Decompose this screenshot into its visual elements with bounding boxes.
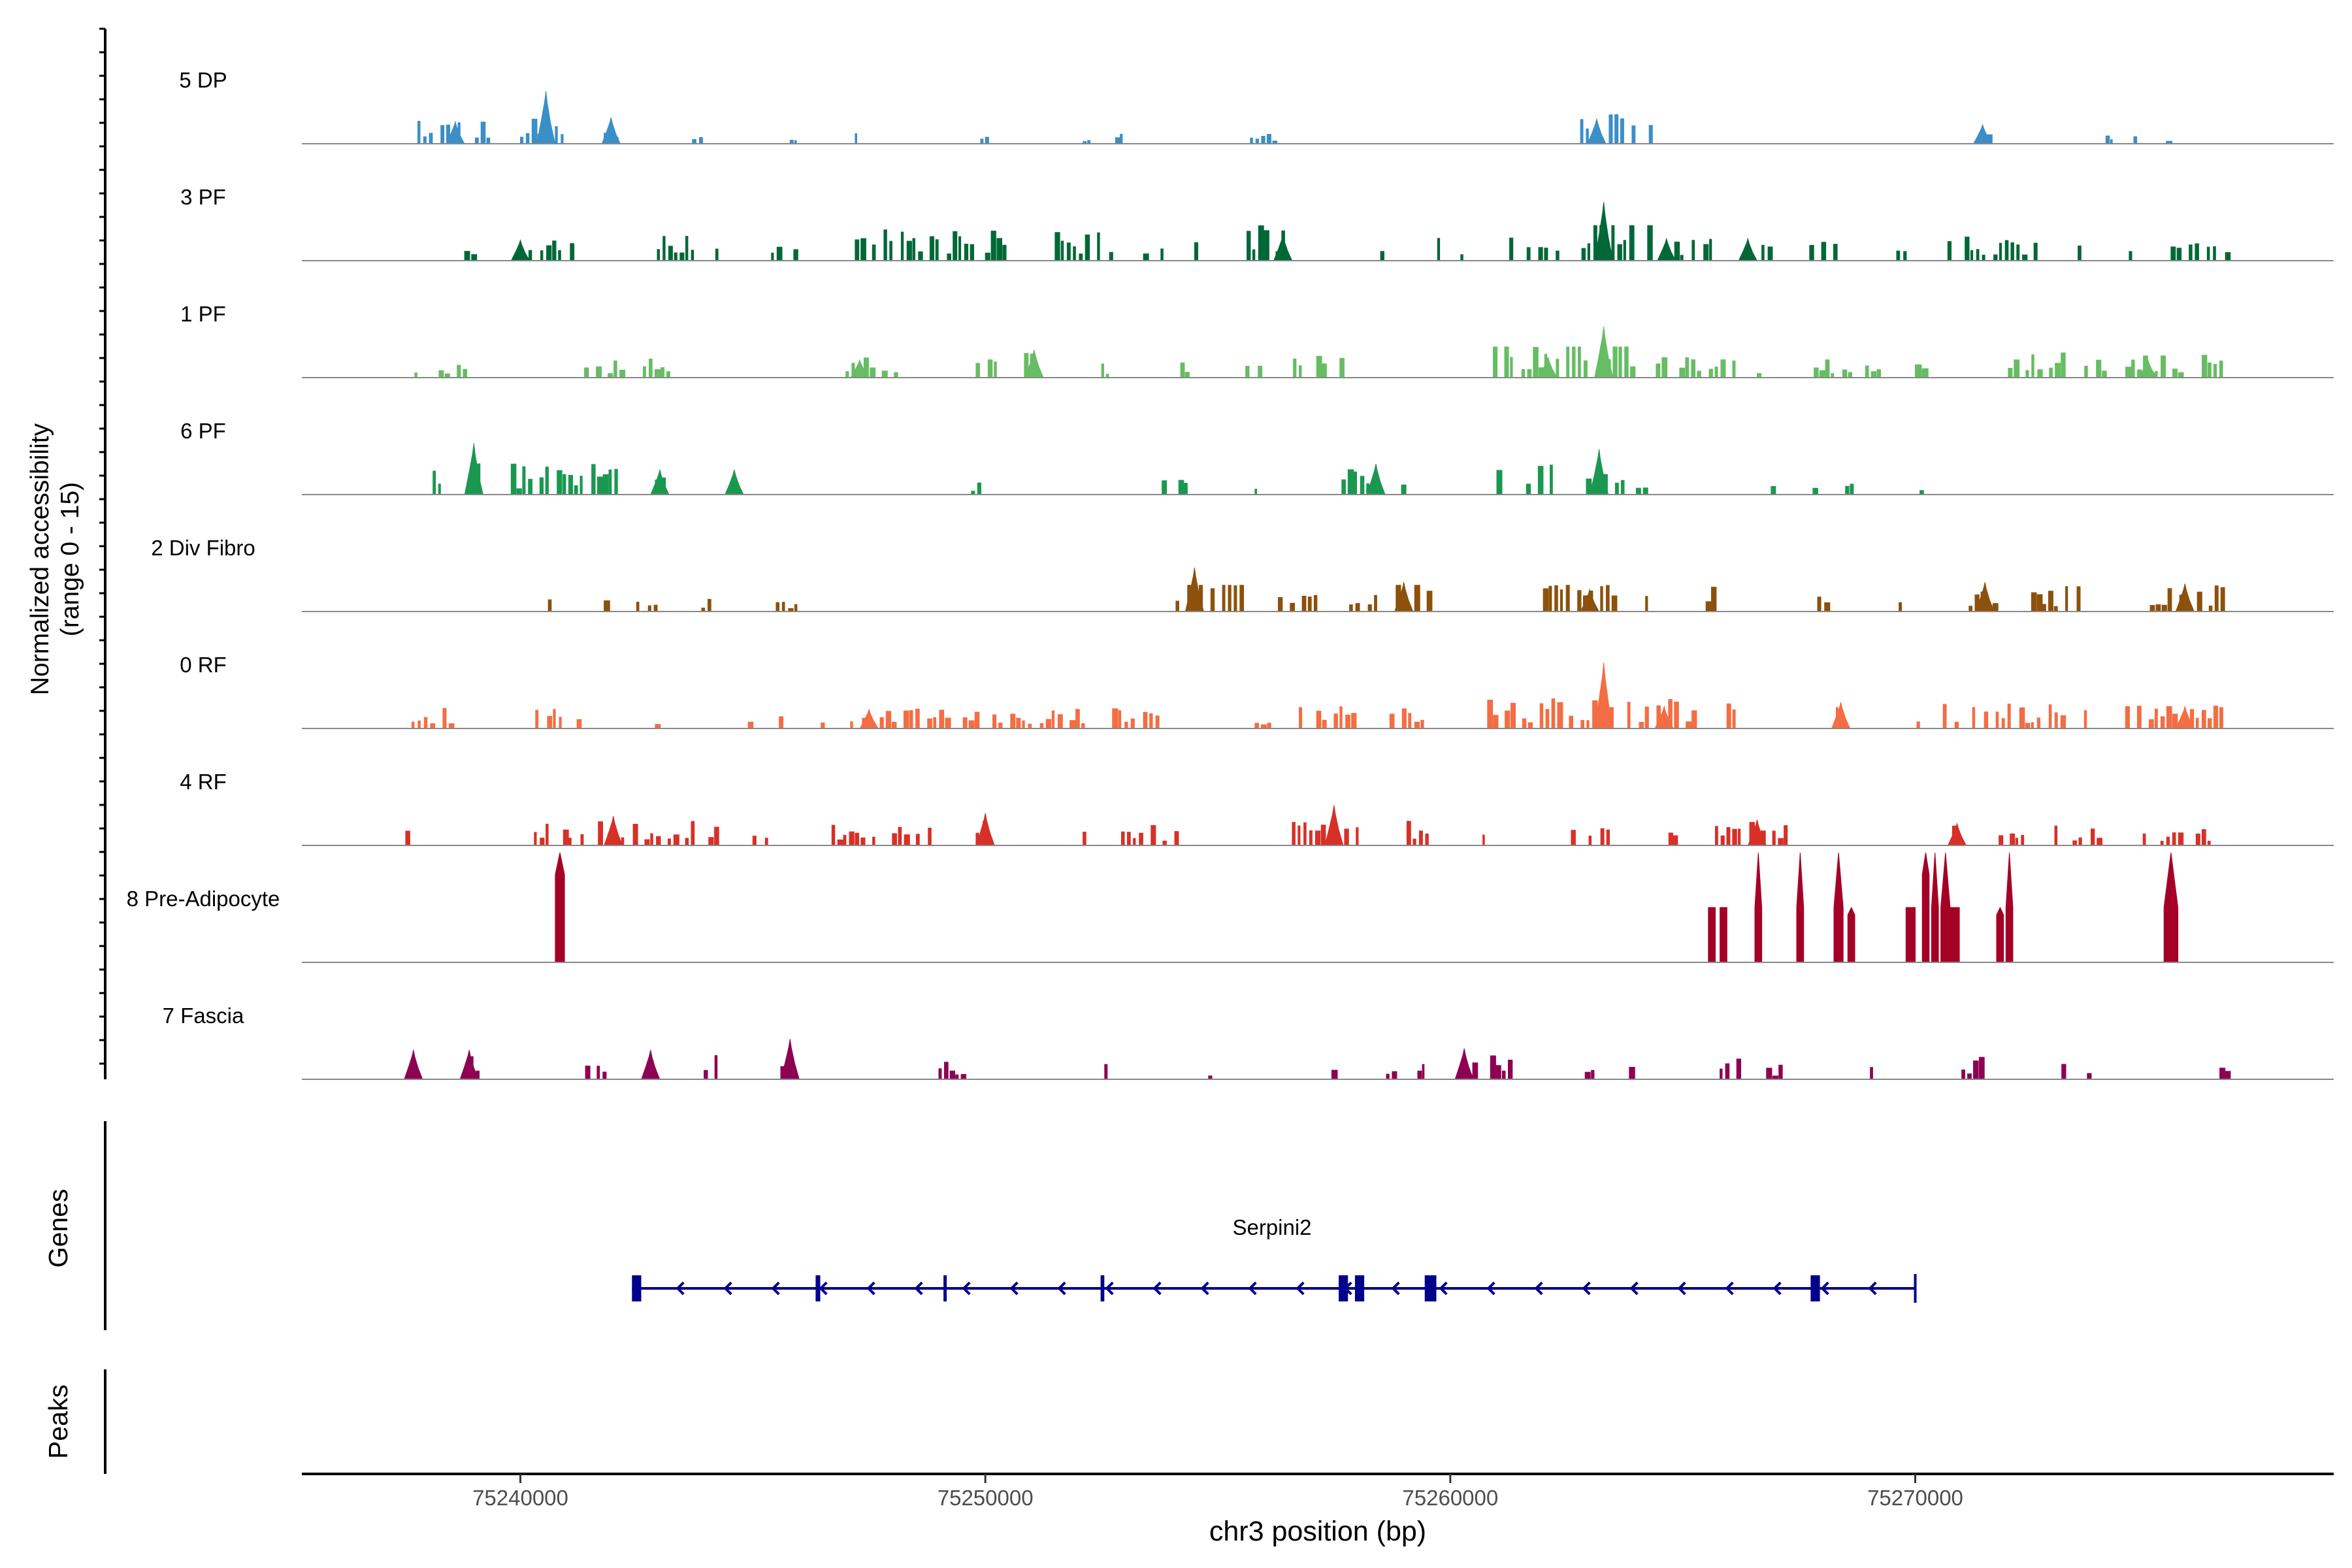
coverage-signal	[404, 1039, 2231, 1080]
gene-strand-arrow	[1629, 1281, 1639, 1296]
x-axis-tick-label: 75260000	[1402, 1486, 1498, 1510]
peaks-track-label: Peaks	[43, 1384, 73, 1459]
gene-strand-arrow	[1200, 1281, 1209, 1296]
coverage-signal	[411, 662, 2223, 729]
track-label: 8 Pre-Adipocyte	[127, 887, 280, 911]
gene-strand-arrow	[723, 1281, 732, 1296]
gene-strand-arrow	[1868, 1281, 1877, 1296]
gene-strand-arrow	[1152, 1281, 1162, 1296]
gene-strand-arrow	[1057, 1281, 1066, 1296]
track-label: 1 PF	[180, 302, 226, 326]
gene-strand-arrow	[1486, 1281, 1495, 1296]
gene-strand-arrow	[1820, 1281, 1829, 1296]
gene-strand-arrow	[1582, 1281, 1591, 1296]
track-label: 3 PF	[180, 185, 226, 209]
gene-strand-arrow	[819, 1281, 828, 1296]
gene-strand-arrow	[1391, 1281, 1400, 1296]
track-3-pf: 3 PF	[180, 185, 2334, 261]
genes-track-label: Genes	[43, 1189, 73, 1268]
gene-strand-arrow	[866, 1281, 875, 1296]
track-label: 5 DP	[179, 68, 227, 92]
track-8-pre-adipocyte: 8 Pre-Adipocyte	[127, 852, 2334, 963]
gene-strand-arrow	[1772, 1281, 1782, 1296]
track-label: 7 Fascia	[163, 1004, 244, 1028]
track-6-pf: 6 PF	[180, 419, 2334, 495]
track-1-pf: 1 PF	[180, 302, 2334, 378]
coverage-signal	[464, 202, 2231, 261]
track-label: 2 Div Fibro	[151, 536, 255, 560]
gene-exon	[1424, 1275, 1437, 1301]
gene-strand-arrow	[1439, 1281, 1448, 1296]
gene-strand-arrow	[1248, 1281, 1257, 1296]
gene-strand-arrow	[1534, 1281, 1543, 1296]
gene-name-label: Serpini2	[1232, 1215, 1311, 1239]
gene-strand-arrow	[1677, 1281, 1686, 1296]
track-label: 6 PF	[180, 419, 226, 443]
coverage-tracks: 5 DP 3 PF 1 PF 6 PF 2 Div Fibro 0 RF 4 RF 8 Pre…	[127, 68, 2334, 1080]
coverage-signal	[414, 326, 2223, 378]
gene-exon	[1100, 1275, 1105, 1301]
y-axis-label: Normalized accessibility (range 0 - 15)	[26, 423, 84, 695]
gene-strand-arrow	[1725, 1281, 1734, 1296]
coverage-signal	[405, 805, 2211, 846]
gene-strand-arrow	[1296, 1281, 1305, 1296]
y-axis-title: Normalized accessibility	[26, 423, 54, 695]
coverage-axis-ticks	[99, 27, 105, 1065]
track-0-rf: 0 RF	[180, 653, 2334, 729]
track-5-dp: 5 DP	[179, 68, 2334, 144]
coverage-signal	[555, 852, 2179, 963]
track-label: 4 RF	[180, 770, 227, 794]
gene-strand-arrow	[914, 1281, 923, 1296]
coverage-signal	[547, 567, 2225, 612]
coverage-signal	[433, 443, 1924, 495]
x-axis-tick-label: 75240000	[472, 1486, 568, 1510]
coverage-signal	[417, 91, 2172, 144]
y-axis-subtitle: (range 0 - 15)	[56, 482, 84, 636]
gene-exon	[1810, 1275, 1820, 1301]
gene-strand-arrow	[771, 1281, 780, 1296]
x-axis-tick-label: 75250000	[938, 1486, 1034, 1510]
gene-exon	[815, 1275, 821, 1301]
gene-strand-arrow	[962, 1281, 971, 1296]
x-axis-title: chr3 position (bp)	[1209, 1516, 1426, 1547]
gene-strand-arrow	[676, 1281, 685, 1296]
track-4-rf: 4 RF	[180, 770, 2334, 846]
x-axis-tick-label: 75270000	[1867, 1486, 1963, 1510]
track-2-div-fibro: 2 Div Fibro	[151, 536, 2334, 612]
track-7-fascia: 7 Fascia	[163, 1004, 2334, 1080]
x-axis-ticks: 75240000 75250000 75260000 75270000	[472, 1474, 1963, 1510]
track-label: 0 RF	[180, 653, 227, 677]
gene-exon	[1354, 1275, 1365, 1301]
gene-strand-arrow	[1105, 1281, 1114, 1296]
gene-exon	[632, 1275, 642, 1301]
gene-strand-arrow	[1009, 1281, 1019, 1296]
gene-exon	[943, 1275, 947, 1301]
gene-track: Serpini2	[632, 1215, 1917, 1303]
gene-exon	[1339, 1275, 1348, 1301]
